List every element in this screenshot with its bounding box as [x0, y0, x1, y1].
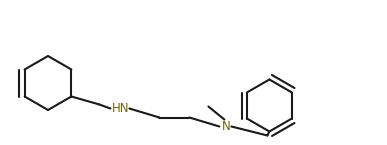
Text: HN: HN — [112, 102, 130, 115]
Text: N: N — [222, 120, 231, 133]
